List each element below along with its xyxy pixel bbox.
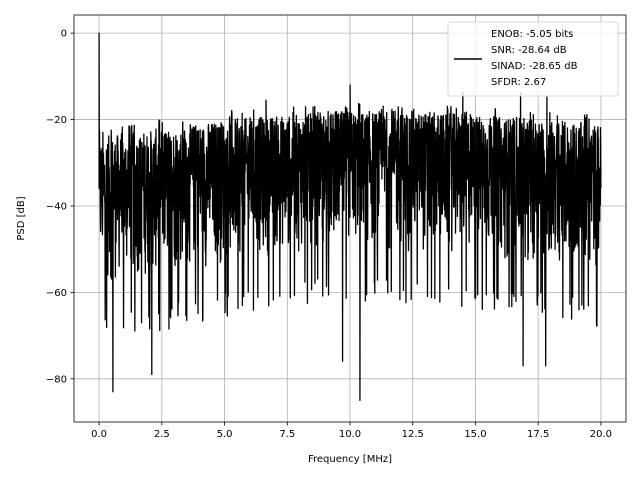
y-tick-label: 0 [61, 29, 67, 40]
y-tick-label: −20 [46, 115, 67, 126]
y-axis-label: PSD [dB] [16, 196, 27, 240]
legend: ENOB: -5.05 bits SNR: -28.64 dB SINAD: -… [447, 21, 619, 97]
x-tick-label: 10.0 [339, 429, 361, 440]
x-tick-label: 15.0 [464, 429, 486, 440]
x-tick-label: 2.5 [154, 429, 170, 440]
y-tick-label: −80 [46, 374, 67, 385]
legend-entry-sinad: SINAD: -28.65 dB [491, 61, 578, 72]
plot-area [98, 32, 602, 402]
legend-box [447, 21, 619, 97]
x-axis-label: Frequency [MHz] [308, 454, 392, 465]
y-axis-ticks: 0 −20 −40 −60 −80 [46, 29, 74, 385]
x-tick-label: 0.0 [91, 429, 107, 440]
y-tick-label: −40 [46, 201, 67, 212]
legend-entry-sfdr: SFDR: 2.67 [491, 77, 546, 88]
legend-entry-snr: SNR: -28.64 dB [491, 45, 567, 56]
x-axis-ticks: 0.0 2.5 5.0 7.5 10.0 12.5 15.0 17.5 20.0 [91, 422, 612, 440]
psd-series-line [98, 32, 602, 402]
x-tick-label: 17.5 [527, 429, 549, 440]
x-tick-label: 20.0 [590, 429, 612, 440]
y-tick-label: −60 [46, 288, 67, 299]
x-tick-label: 12.5 [402, 429, 424, 440]
x-tick-label: 5.0 [217, 429, 233, 440]
x-tick-label: 7.5 [279, 429, 295, 440]
legend-entry-enob: ENOB: -5.05 bits [491, 29, 573, 40]
